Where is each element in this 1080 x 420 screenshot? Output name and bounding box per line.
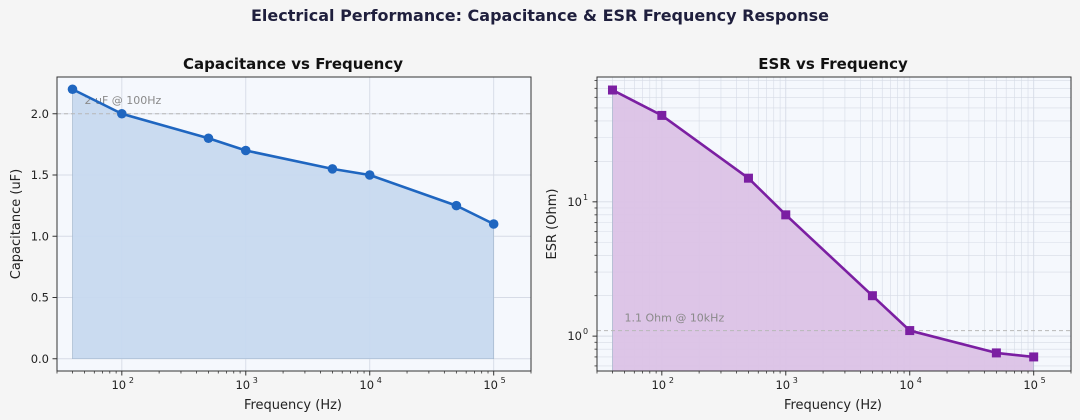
capacitance-axes-frame	[56, 76, 532, 372]
esr-data-point	[1029, 352, 1039, 362]
esr-y-tick-exponent: 1	[583, 193, 588, 202]
capacitance-x-tick-label: 10	[483, 378, 498, 392]
esr-reference-label: 1.1 Ohm @ 10kHz	[624, 312, 724, 325]
esr-data-point	[657, 110, 667, 120]
esr-x-tick-label: 10	[899, 378, 914, 392]
capacitance-data-point	[364, 170, 375, 180]
esr-x-tick-exponent: 5	[1041, 376, 1046, 385]
capacitance-data-point	[67, 84, 78, 95]
capacitance-data-point	[488, 219, 499, 229]
esr-x-tick-exponent: 4	[917, 376, 922, 385]
capacitance-data-point	[327, 164, 338, 174]
esr-data-point	[905, 326, 915, 336]
capacitance-x-tick-label: 10	[359, 378, 374, 392]
esr-x-tick-label: 10	[651, 378, 666, 392]
esr-data-point	[781, 210, 791, 220]
esr-y-tick-label: 10	[567, 195, 582, 209]
esr-x-tick-label: 10	[775, 378, 790, 392]
capacitance-y-tick-label: 0.0	[31, 352, 49, 366]
esr-data-point	[991, 348, 1001, 358]
capacitance-tick-layer: 10 2 10 3 10 4 10 50.00.51.01.52.0	[31, 107, 532, 392]
esr-panel: ESR vs Frequency 1.1 Ohm @ 10kHz 10 2 10 3 1…	[545, 55, 1072, 413]
capacitance-panel: Capacitance vs Frequency 2 uF @ 100Hz 10…	[9, 55, 532, 413]
capacitance-x-tick-exponent: 2	[129, 376, 134, 385]
capacitance-y-axis-label: Capacitance (uF)	[9, 169, 24, 279]
capacitance-series-layer	[71, 88, 495, 226]
esr-chart-title: ESR vs Frequency	[758, 55, 908, 73]
capacitance-x-axis-label: Frequency (Hz)	[244, 398, 342, 413]
capacitance-y-tick-label: 1.0	[31, 229, 49, 243]
esr-x-axis-label: Frequency (Hz)	[784, 398, 882, 413]
capacitance-data-point	[203, 133, 214, 144]
esr-marker-layer	[607, 85, 1039, 362]
esr-data-point	[867, 291, 877, 301]
capacitance-y-tick-label: 0.5	[31, 291, 49, 305]
esr-x-tick-exponent: 3	[793, 376, 798, 385]
esr-y-axis-label: ESR (Ohm)	[545, 189, 560, 260]
esr-series-layer	[611, 88, 1034, 359]
capacitance-x-tick-exponent: 4	[377, 376, 382, 385]
capacitance-y-tick-label: 1.5	[31, 168, 49, 182]
esr-series-line	[611, 88, 1034, 359]
capacitance-data-point	[451, 200, 462, 211]
capacitance-x-tick-label: 10	[111, 378, 126, 392]
esr-x-tick-label: 10	[1023, 378, 1038, 392]
capacitance-y-tick-label: 2.0	[31, 107, 49, 121]
esr-data-point	[607, 85, 617, 95]
capacitance-series-line	[71, 88, 495, 226]
esr-axes-frame	[596, 76, 1072, 372]
capacitance-marker-layer	[67, 84, 499, 229]
capacitance-x-tick-exponent: 5	[501, 376, 506, 385]
figure-title: Electrical Performance: Capacitance & ES…	[251, 6, 829, 25]
esr-tick-layer: 10 2 10 3 10 4 10 510 010 1	[567, 80, 1072, 392]
capacitance-data-point	[117, 108, 127, 119]
capacitance-data-point	[240, 145, 251, 156]
capacitance-x-tick-label: 10	[235, 378, 250, 392]
esr-y-tick-label: 10	[567, 329, 582, 343]
capacitance-x-tick-exponent: 3	[253, 376, 258, 385]
esr-x-tick-exponent: 2	[669, 376, 674, 385]
esr-data-point	[743, 173, 753, 183]
esr-y-tick-exponent: 0	[583, 327, 588, 336]
capacitance-chart-title: Capacitance vs Frequency	[183, 55, 403, 73]
esr-reference-layer: 1.1 Ohm @ 10kHz	[597, 312, 1071, 332]
